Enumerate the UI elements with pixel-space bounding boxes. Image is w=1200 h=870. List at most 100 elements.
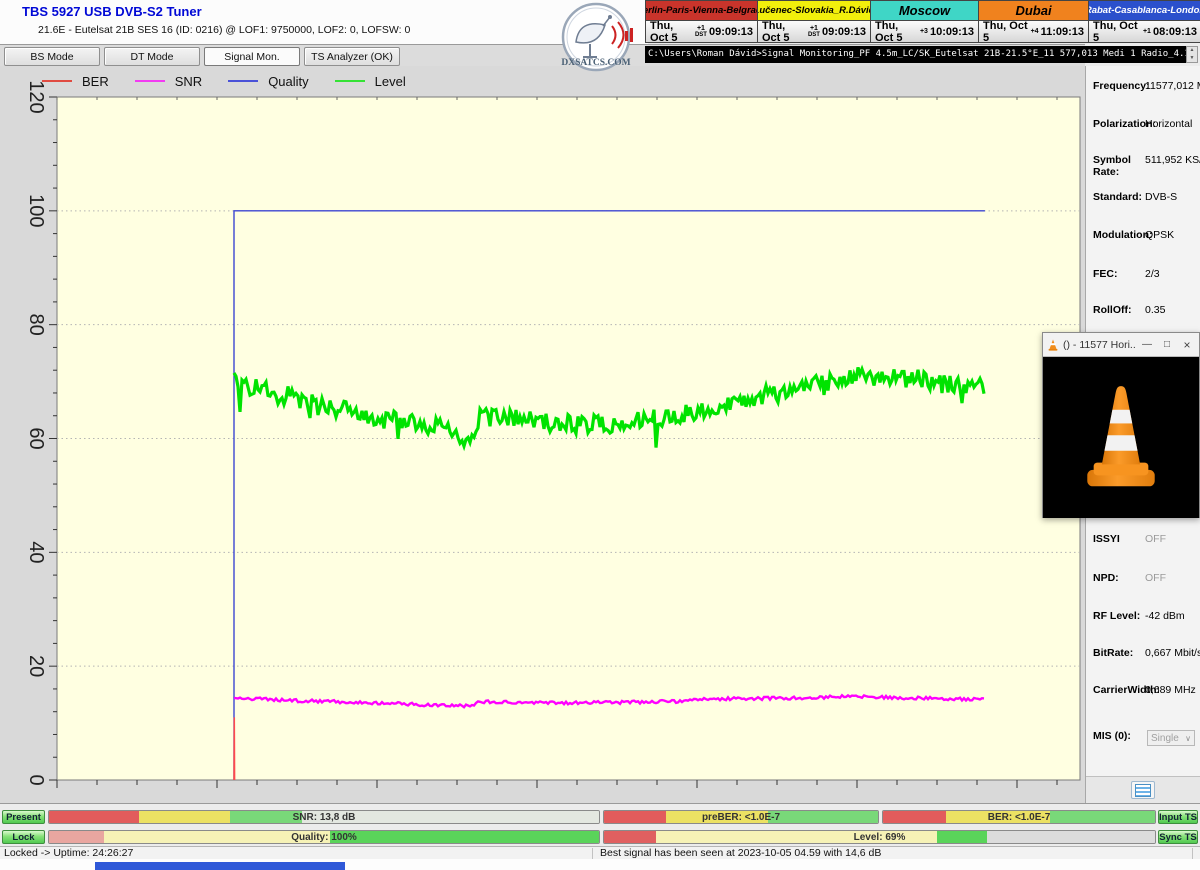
param-label: Polarization: xyxy=(1093,118,1157,130)
series-quality xyxy=(233,210,985,780)
legend-label: Level xyxy=(374,73,406,89)
clock-moscow: Moscow Thu, Oct 5 +3 10:09:13 xyxy=(871,1,979,44)
param-value: OFF xyxy=(1145,572,1166,584)
legend-line-swatch xyxy=(134,80,165,82)
bar-segment xyxy=(49,811,139,823)
preber-bar-label: preBER: <1.0E-7 xyxy=(701,811,781,823)
bar-segment xyxy=(604,811,666,823)
clock-time: 08:09:13 xyxy=(1152,25,1197,38)
level-progress-bar: Level: 69% xyxy=(603,830,1156,844)
tab-strip: BS Mode DT Mode Signal Mon. TS Analyzer (OK… xyxy=(4,47,400,66)
param-symbol-rate: Symbol Rate: 511,952 KS/s xyxy=(1093,154,1200,178)
param-modulation: Modulation: QPSK xyxy=(1093,229,1197,241)
taskbar-peek[interactable] xyxy=(95,862,345,870)
param-rolloff: RollOff: 0.35 xyxy=(1093,304,1197,316)
param-mis: MIS (0): Single ∨ xyxy=(1093,730,1197,746)
mis-dropdown[interactable]: Single ∨ xyxy=(1147,730,1195,746)
series-ber xyxy=(233,717,236,781)
clock-rabat-casablanca-london: Rabat-Casablanca-London Thu, Oct 5 +1 08:09… xyxy=(1089,1,1200,44)
param-label: RF Level: xyxy=(1093,610,1141,622)
param-value: 511,952 KS/s xyxy=(1145,154,1200,166)
vlc-titlebar[interactable]: () - 11577 Hori... — □ × xyxy=(1043,333,1199,357)
level-bar-label: Level: 69% xyxy=(853,831,906,843)
bar-segment xyxy=(937,831,987,843)
clock-city-label: Dubai xyxy=(979,1,1088,21)
snr-bar-label: SNR: 13,8 dB xyxy=(292,811,356,823)
clock-dubai: Dubai Thu, Oct 5 +4 11:09:13 xyxy=(979,1,1089,44)
param-frequency: Frequency:11577,012 MHz xyxy=(1093,80,1200,92)
clock-date: Thu, Oct 5 xyxy=(762,19,790,44)
scroll-up-icon[interactable]: ▲ xyxy=(1189,47,1195,53)
clock-time-row: Thu, Oct 5 +4 11:09:13 xyxy=(979,20,1088,44)
clock-city-label: Rabat-Casablanca-London xyxy=(1089,1,1200,21)
param-label: Standard: xyxy=(1093,191,1143,203)
legend-label: Quality xyxy=(268,73,309,89)
param-label: ISSYI xyxy=(1093,533,1120,545)
param-label: FEC: xyxy=(1093,268,1118,280)
bottom-strip xyxy=(0,859,1200,870)
dxsatcs-logo: DXSATCS.COM xyxy=(548,0,644,76)
bar-segment xyxy=(665,811,769,823)
param-value: 0,689 MHz xyxy=(1145,684,1196,696)
clock-date: Thu, Oct 5 xyxy=(875,19,903,44)
vlc-window[interactable]: () - 11577 Hori... — □ × xyxy=(1042,332,1200,518)
svg-text:80: 80 xyxy=(25,314,47,336)
clock-time: 09:09:13 xyxy=(708,25,753,38)
param-value: Horizontal xyxy=(1145,118,1193,130)
param-issyi: ISSYI OFF xyxy=(1093,533,1197,545)
legend-item-level: Level xyxy=(334,73,406,89)
chart-canvas: 0 20 40 60 80 100 120 xyxy=(25,80,1081,788)
ber-progress-bar: BER: <1.0E-7 xyxy=(882,810,1156,824)
present-button[interactable]: Present xyxy=(2,810,45,824)
vlc-cone-logo xyxy=(1087,385,1155,486)
clock-time: 11:09:13 xyxy=(1040,25,1084,38)
series-level xyxy=(232,364,986,452)
param-polarization: Polarization: Horizontal xyxy=(1093,118,1197,130)
vlc-video-area[interactable] xyxy=(1043,357,1199,518)
param-label: NPD: xyxy=(1093,572,1119,584)
scroll-down-icon[interactable]: ▼ xyxy=(1189,55,1195,61)
lock-uptime-status: Locked -> Uptime: 24:26:27 xyxy=(4,847,134,859)
page-title: TBS 5927 USB DVB-S2 Tuner xyxy=(22,4,202,19)
command-bar-scrollbar[interactable]: ▲ ▼ xyxy=(1186,46,1198,63)
maximize-button[interactable]: □ xyxy=(1163,339,1171,350)
bar-segment xyxy=(986,831,1155,843)
minimize-button[interactable]: — xyxy=(1142,339,1152,350)
param-label: CarrierWidth: xyxy=(1093,684,1160,696)
param-value: 2/3 xyxy=(1145,268,1160,280)
command-text: C:\Users\Roman Dávid>Signal Monitoring_P… xyxy=(648,49,1188,59)
clock-time-row: Thu, Oct 5 +3 10:09:13 xyxy=(871,19,978,44)
input-ts-button[interactable]: Input TS xyxy=(1158,810,1198,824)
svg-text:40: 40 xyxy=(25,541,47,563)
list-icon xyxy=(1135,783,1151,797)
vlc-window-title: () - 11577 Hori... xyxy=(1063,338,1135,351)
svg-text:100: 100 xyxy=(25,194,47,227)
panel-tool-button[interactable] xyxy=(1131,781,1155,799)
bar-segment xyxy=(883,811,946,823)
param-fec: FEC: 2/3 xyxy=(1093,268,1197,280)
bar-segment xyxy=(768,811,878,823)
param-value: DVB-S xyxy=(1145,191,1178,203)
param-value: 0.35 xyxy=(1145,304,1166,316)
tab-ts-analyzer-ok[interactable]: TS Analyzer (OK) xyxy=(304,47,400,66)
ber-bar-label: BER: <1.0E-7 xyxy=(987,811,1051,823)
bar-segment xyxy=(138,811,231,823)
clock-berlin-paris-vienna-belgrade: Berlin-Paris-Vienna-BelgradeThu, Oct 5 +1… xyxy=(646,1,758,44)
bar-segment xyxy=(329,831,599,843)
close-button[interactable]: × xyxy=(1183,337,1191,352)
header: TBS 5927 USB DVB-S2 Tuner 21.6E - Eutels… xyxy=(0,0,648,44)
mis-value: Single xyxy=(1151,732,1179,744)
clock-date: Thu, Oct 5 xyxy=(650,19,678,44)
lock-button[interactable]: Lock xyxy=(2,830,45,844)
clock-utc-offset: +1 DST xyxy=(807,24,820,38)
tab-bs-mode[interactable]: BS Mode xyxy=(4,47,100,66)
tab-dt-mode[interactable]: DT Mode xyxy=(104,47,200,66)
clock-time-row: Thu, Oct 5 +1 DST 09:09:13 xyxy=(646,19,757,44)
command-bar[interactable]: C:\Users\Roman Dávid>Signal Monitoring_P… xyxy=(645,46,1188,63)
tab-signal-mon[interactable]: Signal Mon. xyxy=(204,47,300,66)
signal-waves-icon xyxy=(611,25,617,45)
clock-time: 10:09:13 xyxy=(929,25,974,38)
legend-line-swatch xyxy=(42,80,72,82)
sync-ts-button[interactable]: Sync TS xyxy=(1158,830,1198,844)
